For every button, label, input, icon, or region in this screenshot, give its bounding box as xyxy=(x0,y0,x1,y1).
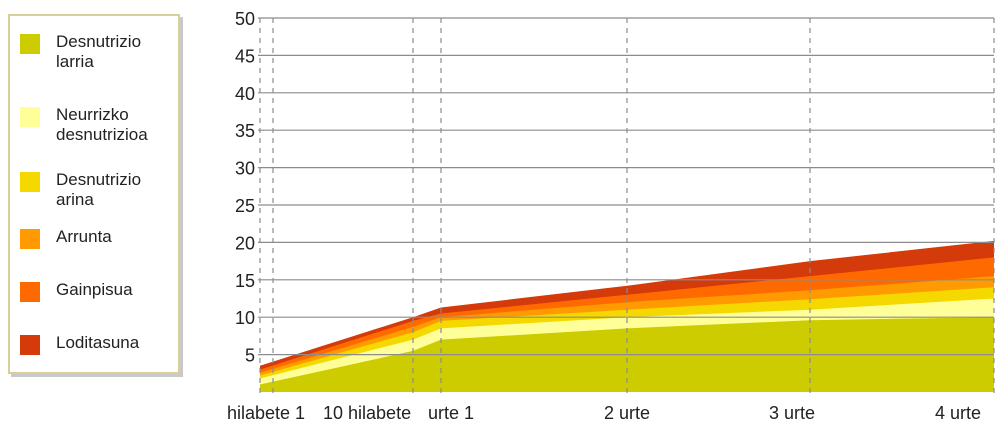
legend-item: Desnutrizio arina xyxy=(20,170,176,210)
legend-swatch xyxy=(20,172,40,192)
legend-swatch xyxy=(20,107,40,127)
x-axis: hilabete 1 10 hilabete urte 1 2 urte 3 urte 4… xyxy=(227,403,981,423)
legend-label: Desnutrizio larria xyxy=(56,32,142,71)
legend-label: Neurrizko desnutrizioa xyxy=(56,105,148,144)
grid-lines xyxy=(258,17,995,398)
legend-item: Neurrizko desnutrizioa xyxy=(20,105,176,145)
legend-swatch xyxy=(20,282,40,302)
legend-label: Gainpisua xyxy=(56,280,133,299)
x-tick-label: 4 urte xyxy=(935,403,981,423)
x-tick-label: 2 urte xyxy=(604,403,650,423)
y-tick-label: 25 xyxy=(235,196,255,216)
legend-swatch xyxy=(20,229,40,249)
x-tick-label: urte 1 xyxy=(428,403,474,423)
legend-swatch xyxy=(20,34,40,54)
x-tick-label: 3 urte xyxy=(769,403,815,423)
y-tick-label: 50 xyxy=(235,9,255,29)
x-tick-label: 10 hilabete xyxy=(323,403,411,423)
y-tick-label: 45 xyxy=(235,46,255,66)
y-tick-label: 20 xyxy=(235,233,255,253)
legend-swatch xyxy=(20,335,40,355)
x-tick-label: hilabete 1 xyxy=(227,403,305,423)
legend-label: Loditasuna xyxy=(56,333,140,352)
legend: Desnutrizio larria Neurrizko desnutrizioa… xyxy=(8,14,180,374)
legend-item: Loditasuna xyxy=(20,333,176,355)
legend-label: Desnutrizio arina xyxy=(56,170,142,209)
y-tick-label: 5 xyxy=(245,346,255,366)
legend-item: Gainpisua xyxy=(20,280,176,302)
y-axis: 5 10 15 20 25 30 35 40 45 50 xyxy=(235,9,255,366)
y-tick-label: 40 xyxy=(235,84,255,104)
y-tick-label: 15 xyxy=(235,271,255,291)
y-tick-label: 30 xyxy=(235,159,255,179)
y-tick-label: 10 xyxy=(235,308,255,328)
legend-label: Arrunta xyxy=(56,227,112,246)
y-tick-label: 35 xyxy=(235,121,255,141)
legend-item: Arrunta xyxy=(20,227,176,249)
legend-item: Desnutrizio larria xyxy=(20,32,176,72)
